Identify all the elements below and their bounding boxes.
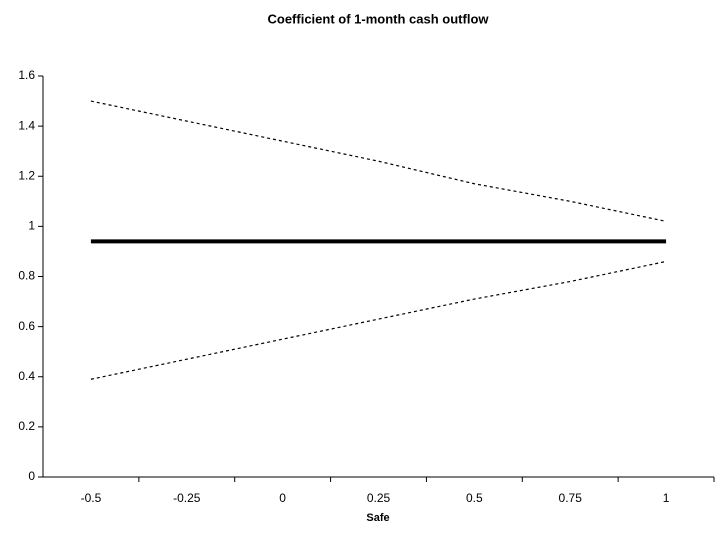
chart-title: Coefficient of 1-month cash outflow bbox=[268, 11, 490, 26]
y-tick-label: 0.6 bbox=[18, 319, 35, 333]
x-tick-label: 0 bbox=[279, 491, 286, 505]
series-line bbox=[90, 100, 667, 222]
y-tick-label: 0.8 bbox=[18, 269, 35, 283]
x-axis-label: Safe bbox=[366, 512, 389, 524]
x-tick-label: 1 bbox=[663, 491, 670, 505]
series-line bbox=[90, 260, 667, 380]
y-tick-label: 1.2 bbox=[18, 168, 35, 182]
x-tick-label: -0.25 bbox=[173, 491, 201, 505]
x-tick-label: 0.25 bbox=[367, 491, 391, 505]
x-tick-label: 0.5 bbox=[466, 491, 483, 505]
y-tick-label: 0.4 bbox=[18, 369, 35, 383]
y-tick-label: 1 bbox=[28, 219, 35, 233]
y-tick-label: 1.6 bbox=[18, 68, 35, 82]
x-tick-label: 0.75 bbox=[559, 491, 583, 505]
y-tick-label: 0.2 bbox=[18, 419, 35, 433]
y-tick-label: 1.4 bbox=[18, 118, 35, 132]
x-tick-label: -0.5 bbox=[81, 491, 102, 505]
y-tick-label: 0 bbox=[28, 469, 35, 483]
